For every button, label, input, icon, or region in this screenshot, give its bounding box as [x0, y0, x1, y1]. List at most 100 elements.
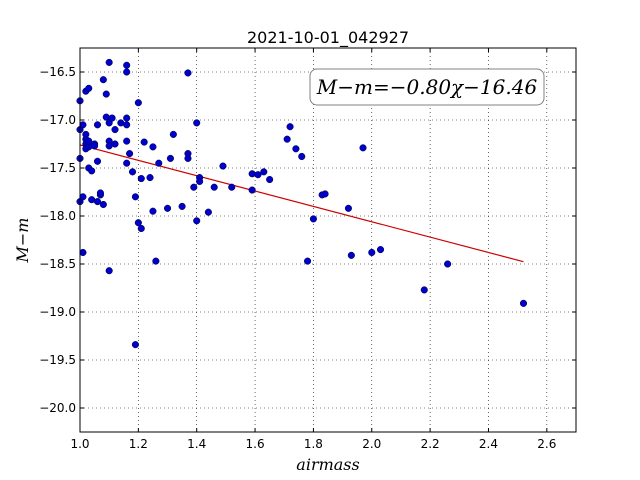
data-point [126, 150, 134, 158]
y-tick-label: −19.5 [39, 353, 76, 367]
data-point [137, 175, 145, 183]
data-point [152, 257, 160, 265]
data-point [123, 114, 131, 122]
data-point [99, 76, 107, 84]
data-point [128, 168, 137, 176]
data-point [123, 68, 131, 76]
data-point [519, 299, 528, 307]
grid [79, 48, 576, 432]
data-point [88, 167, 96, 175]
data-point [309, 215, 317, 223]
data-point [359, 144, 367, 152]
data-point [123, 121, 131, 129]
x-tick-label: 2.2 [421, 437, 440, 451]
data-point [283, 135, 291, 143]
data-point [102, 90, 110, 98]
data-point [85, 137, 93, 145]
data-point [178, 202, 186, 210]
x-tick-label: 1.8 [304, 437, 323, 451]
data-point [131, 193, 139, 201]
x-tick-label: 1.0 [70, 437, 89, 451]
data-point [368, 248, 376, 257]
data-point [79, 121, 87, 129]
data-point [184, 69, 192, 77]
data-point [248, 186, 256, 194]
data-point [228, 183, 236, 191]
fit-annotation-box: M−m=−0.80χ−16.46 [309, 68, 545, 106]
plot-area [80, 48, 576, 432]
y-tick-label: −20.0 [39, 401, 76, 415]
data-point [444, 260, 452, 268]
data-point [149, 207, 157, 215]
data-point [123, 61, 131, 69]
data-point [93, 121, 102, 129]
data-point [248, 170, 256, 178]
data-point [93, 157, 102, 165]
x-tick-label: 2.6 [537, 437, 556, 451]
chart-title: 2021-10-01_042927 [247, 28, 409, 48]
data-point [99, 200, 107, 209]
fit-equation-annotation: M−m=−0.80χ−16.46 [316, 75, 538, 99]
data-point [105, 267, 113, 275]
y-tick-label: −17.5 [39, 161, 76, 175]
data-point [105, 58, 113, 66]
data-points [76, 58, 528, 349]
data-point [347, 251, 355, 259]
data-point [219, 162, 227, 170]
data-point [304, 257, 312, 265]
axis-ticks [79, 48, 576, 432]
data-point [292, 145, 300, 153]
x-tick-labels: 1.0 1.2 1.4 1.6 1.8 2.0 2.2 2.4 2.6 [70, 437, 556, 451]
y-tick-label: −19.0 [39, 305, 76, 319]
data-point [111, 126, 119, 134]
data-point [376, 246, 385, 254]
y-tick-labels: −16.5 −17.0 −17.5 −18.0 −18.5 −19.0 −19.5 −20.0 [39, 65, 76, 415]
data-point [184, 154, 192, 162]
data-point [169, 130, 177, 138]
data-point [96, 189, 104, 197]
data-point [111, 140, 119, 148]
y-tick-label: −17.0 [39, 113, 76, 127]
data-point [134, 219, 142, 227]
y-tick-label: −18.5 [39, 257, 76, 271]
data-point [79, 193, 87, 201]
x-tick-label: 1.6 [246, 437, 265, 451]
data-point [190, 183, 198, 191]
plot-frame [79, 47, 577, 433]
data-point [155, 159, 163, 167]
data-point [140, 138, 148, 146]
y-tick-label: −16.5 [39, 65, 76, 79]
data-point [131, 341, 139, 349]
x-axis-label: airmass [296, 455, 359, 474]
data-point [420, 286, 428, 294]
data-point [266, 175, 274, 184]
data-point [137, 224, 145, 233]
data-point [93, 198, 102, 206]
data-point [134, 99, 142, 107]
data-point [85, 84, 93, 92]
y-axis-label: M−m [13, 218, 32, 264]
x-tick-label: 1.4 [187, 437, 206, 451]
data-point [344, 204, 352, 212]
data-point [254, 171, 262, 179]
fit-line [79, 144, 524, 263]
data-point [91, 142, 99, 150]
data-point [146, 174, 154, 182]
x-tick-label: 2.0 [362, 437, 381, 451]
data-point [286, 123, 294, 131]
annotation-frame [309, 68, 545, 106]
y-tick-label: −18.0 [39, 209, 76, 223]
data-point [196, 177, 204, 185]
fit-line-layer [79, 144, 524, 263]
data-point [204, 208, 212, 216]
x-tick-label: 1.2 [129, 437, 148, 451]
data-point [193, 119, 201, 127]
data-point [79, 248, 87, 257]
data-point [108, 114, 116, 122]
data-point [321, 190, 329, 198]
x-tick-label: 2.4 [479, 437, 498, 451]
data-point [298, 152, 306, 161]
data-point [163, 204, 172, 212]
data-point [123, 159, 131, 167]
